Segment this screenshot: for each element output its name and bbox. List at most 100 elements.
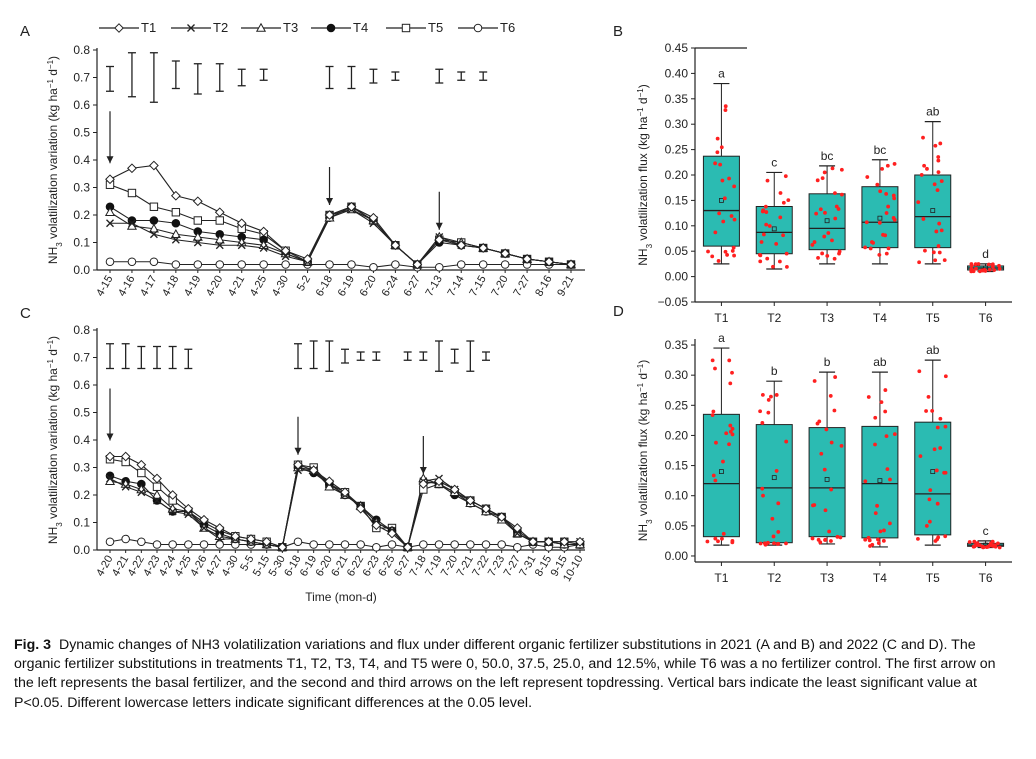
marker-t1: [412, 259, 423, 270]
marker-t6: [171, 260, 181, 269]
data-point: [976, 543, 981, 547]
x-tick-label: 6-24: [380, 274, 401, 299]
marker-t1: [183, 503, 194, 514]
data-point: [873, 511, 878, 516]
data-point: [892, 196, 897, 201]
data-point: [732, 184, 737, 189]
data-point: [880, 166, 884, 171]
marker-t2: [215, 535, 224, 543]
data-point: [927, 497, 932, 502]
x-tick-label: T5: [926, 571, 940, 585]
data-point: [870, 240, 874, 244]
data-point: [781, 200, 786, 205]
marker-t6: [473, 23, 483, 33]
marker-t6: [478, 260, 488, 269]
x-tick-label: 7-13: [423, 274, 444, 299]
series-line-t2: [109, 469, 580, 549]
data-point: [770, 516, 775, 521]
data-point: [984, 545, 989, 550]
data-point: [823, 508, 828, 513]
data-point: [758, 259, 763, 264]
marker-t2: [106, 474, 114, 483]
data-point: [875, 503, 879, 508]
data-point: [826, 231, 831, 235]
y-tick-label: 0.3: [73, 181, 90, 195]
marker-t6: [356, 540, 365, 549]
x-tick-label: 6-18: [314, 274, 335, 299]
significance-letter: ab: [926, 343, 940, 357]
y-tick-label: 0.6: [73, 378, 90, 392]
marker-t1: [434, 476, 444, 487]
data-point: [990, 264, 995, 269]
marker-t1: [402, 542, 413, 553]
data-point: [766, 410, 771, 415]
marker-t2: [369, 219, 378, 228]
data-point: [820, 251, 825, 256]
data-point: [834, 204, 839, 209]
data-point: [765, 256, 770, 261]
data-point: [761, 208, 766, 213]
marker-t3: [148, 223, 159, 233]
x-tick-label: T2: [767, 311, 781, 325]
data-point: [823, 538, 827, 542]
y-tick-label: 0.8: [73, 43, 90, 57]
marker-t2: [187, 24, 195, 32]
x-tick-label: 7-20: [489, 273, 510, 298]
data-point: [818, 207, 823, 212]
marker-t6: [215, 540, 224, 549]
marker-t2: [106, 219, 114, 228]
panel-a-line-chart: A 0.0 0.1 0.2 0.3 0.4 0.5 0.6 0.7 0.8 4-15 4-16 4-17…: [20, 23, 585, 299]
data-point: [781, 233, 785, 238]
data-point: [892, 432, 897, 437]
box-t2: [755, 424, 793, 544]
legend-label: T4: [353, 20, 368, 35]
data-point: [728, 429, 733, 434]
y-tick-label: −0.05: [658, 295, 689, 309]
marker-t6: [237, 260, 247, 269]
marker-t2: [259, 244, 268, 252]
marker-t2: [153, 496, 161, 505]
data-point: [873, 415, 878, 420]
marker-t1: [544, 256, 554, 267]
data-point: [839, 167, 844, 172]
data-point: [987, 267, 992, 272]
data-point: [921, 135, 925, 140]
data-point: [723, 108, 728, 112]
x-tick-label: 4-18: [160, 274, 181, 299]
marker-t1: [465, 495, 476, 506]
box-t2: [755, 205, 793, 255]
data-point: [878, 529, 883, 534]
data-point: [783, 174, 788, 179]
data-point: [833, 216, 838, 221]
data-point: [723, 249, 728, 254]
marker-t1: [127, 163, 137, 174]
marker-t6: [481, 540, 491, 549]
y-tick-label: 0.40: [665, 66, 689, 80]
data-point: [916, 200, 921, 205]
data-point: [921, 217, 926, 221]
data-point: [714, 440, 718, 445]
data-point: [784, 541, 788, 546]
marker-t6: [347, 260, 356, 269]
data-point: [786, 198, 791, 202]
data-point: [933, 258, 938, 263]
marker-t3: [192, 231, 203, 241]
data-point: [877, 220, 882, 225]
marker-t1: [418, 479, 429, 489]
marker-t1: [280, 245, 291, 256]
data-point: [829, 539, 833, 543]
data-point: [758, 409, 763, 414]
y-tick-label: 0.35: [665, 338, 689, 352]
marker-t1: [387, 528, 397, 539]
data-point: [762, 541, 767, 546]
y-tick-label: 0.2: [73, 208, 90, 222]
marker-t1: [478, 243, 489, 253]
mean-marker: [930, 208, 936, 213]
data-point: [760, 421, 765, 425]
data-point: [840, 192, 844, 197]
data-point: [829, 487, 834, 492]
marker-t6: [121, 534, 130, 544]
data-point: [866, 395, 871, 399]
marker-t6: [127, 257, 137, 267]
y-axis-label: NH3 volatilization variation (kg ha−1 d−…: [46, 336, 64, 544]
